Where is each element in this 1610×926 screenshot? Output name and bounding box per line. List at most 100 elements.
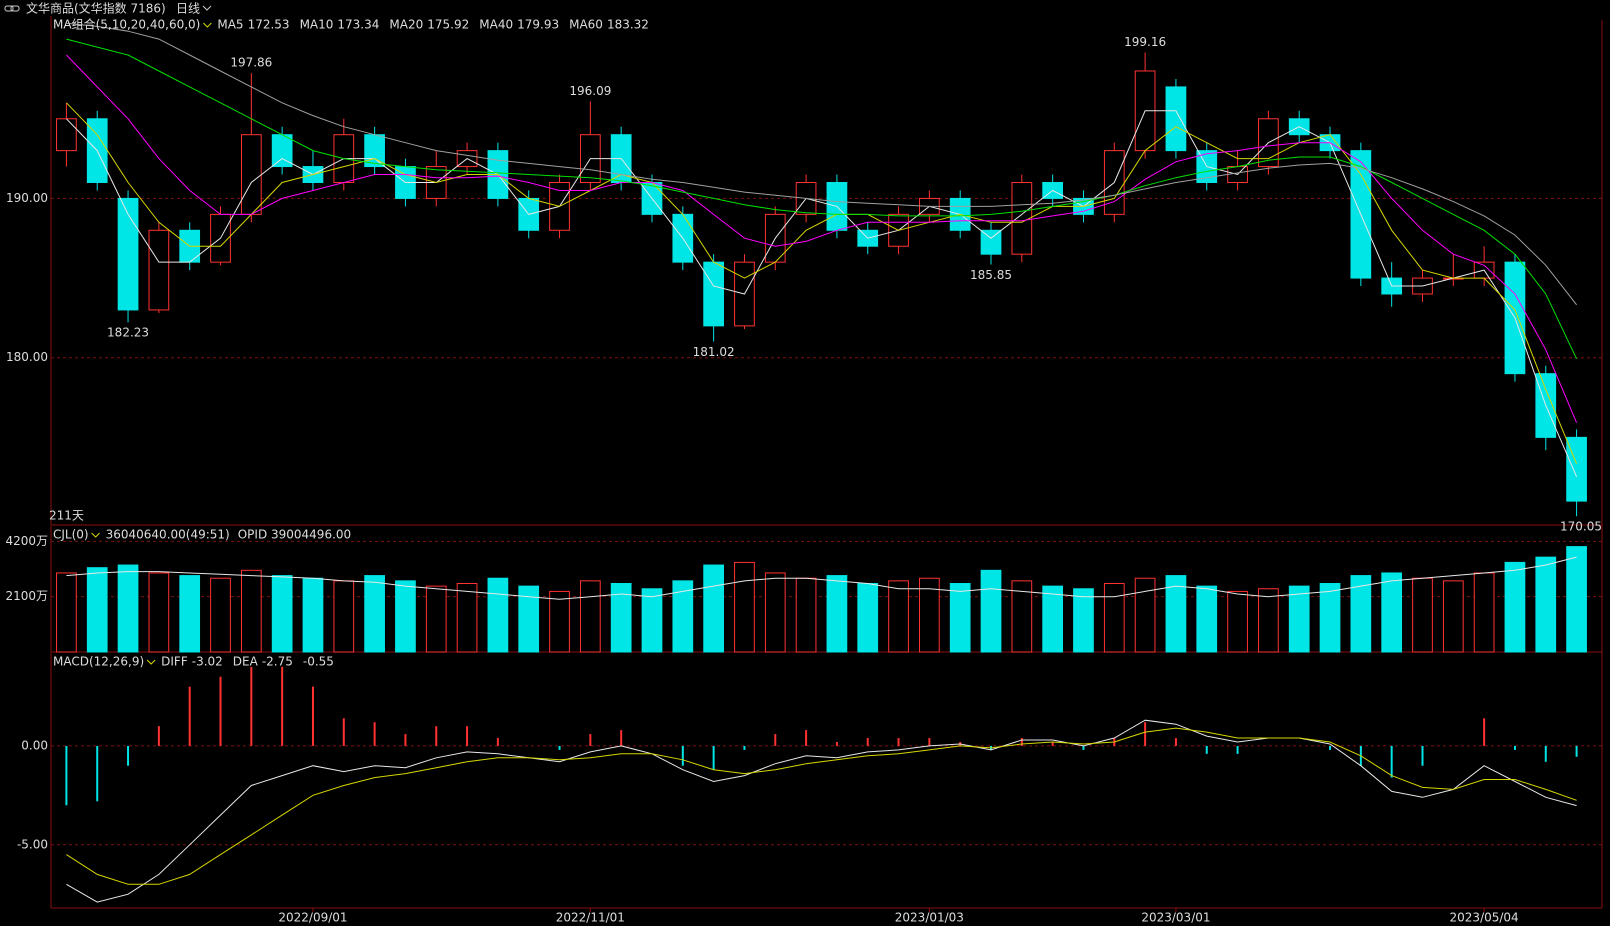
legend-value: 175.92 [427, 18, 469, 32]
period[interactable]: 日线 [176, 2, 200, 16]
volume-bar [1011, 580, 1033, 653]
candle-body [980, 229, 1002, 255]
volume-bar [1258, 588, 1279, 653]
volume-ma [66, 556, 1577, 600]
volume-bar [1566, 546, 1587, 653]
candle-body [1165, 86, 1187, 152]
volume-bar [302, 577, 324, 653]
y-tick-label: 4200万 [5, 534, 48, 548]
candle-body [703, 261, 724, 327]
volume-bar [1473, 572, 1495, 653]
legend-caret [146, 659, 156, 665]
legend-name: MA10 [300, 18, 334, 32]
volume-bar [271, 575, 293, 653]
volume-bar [919, 577, 940, 653]
volume-bar [210, 577, 231, 653]
macd-value: -0.55 [303, 655, 334, 669]
volume-bar [86, 567, 108, 653]
volume-bar [826, 575, 848, 653]
legend-value: -2.75 [262, 655, 293, 669]
volume-bar [1103, 582, 1125, 653]
volume-bar [1288, 585, 1310, 653]
x-tick-label: 2023/01/03 [895, 911, 964, 925]
volume-bar [364, 575, 385, 653]
volume-bar [1319, 582, 1341, 653]
volume-bar [1381, 572, 1403, 653]
volume-bar [56, 572, 77, 653]
volume-bar [1442, 580, 1464, 653]
chart-title: 文华商品(文华指数 7186) [26, 1, 166, 16]
legend-value: 172.53 [248, 18, 290, 32]
candle-body [1566, 436, 1587, 502]
legend-caret [91, 532, 100, 538]
volume-bar [795, 577, 817, 653]
low-label: 182.23 [107, 326, 149, 340]
y-tick-label: -5.00 [17, 837, 48, 851]
link-icon [4, 5, 20, 12]
volume-bar [1134, 577, 1156, 653]
volume-bar [179, 575, 201, 653]
legend-name: MA20 [389, 18, 423, 32]
legend-value: 183.32 [607, 18, 649, 32]
ma-line [66, 110, 1578, 477]
low-label: 181.02 [693, 345, 735, 359]
volume-bar [1412, 577, 1433, 653]
volume-bar [734, 561, 755, 653]
y-tick-label: 190.00 [6, 191, 48, 205]
volume-bar [857, 582, 879, 653]
volume-bar [518, 585, 540, 653]
macd-title: MACD(12,26,9) [53, 655, 144, 669]
macd-line [66, 719, 1577, 903]
volume-bar [641, 588, 663, 653]
volume-bar [487, 577, 509, 653]
volume-bar [610, 582, 632, 653]
volume-title: CJL(0) [53, 528, 89, 542]
y-tick-label: 180.00 [6, 350, 48, 364]
legend-caret [203, 22, 212, 28]
ma-line [66, 102, 1578, 464]
candle-body [1011, 181, 1033, 255]
volume-bar [672, 580, 694, 653]
legend-name: MA5 [217, 18, 243, 32]
volume-bar [333, 580, 355, 653]
ma-label: MA组合(5,10,20,40,60,0) [53, 17, 200, 32]
legend-name: DIFF [161, 655, 188, 669]
volume-bar [1535, 556, 1557, 653]
period-caret[interactable] [202, 5, 212, 11]
x-tick-label: 2022/09/01 [278, 911, 347, 925]
high-label: 197.86 [230, 56, 272, 70]
macd-line [66, 727, 1577, 885]
candle-body [56, 118, 77, 152]
volume-bar [1042, 585, 1064, 653]
candle-body [240, 134, 262, 215]
volume-bar [1073, 588, 1094, 653]
volume-bar [395, 580, 416, 653]
volume-bar [980, 569, 1002, 653]
volume-bar [1196, 585, 1218, 653]
volume-info: 36040640.00(49:51) [106, 528, 230, 542]
volume-bar [148, 572, 170, 653]
volume-bar [579, 580, 601, 653]
high-label: 196.09 [569, 84, 611, 98]
ma-line [66, 54, 1578, 423]
volume-bar [888, 580, 909, 653]
x-tick-label: 2023/05/04 [1450, 911, 1519, 925]
candle-body [117, 197, 139, 311]
volume-bar [1165, 575, 1187, 653]
low-label: 170.05 [1560, 520, 1602, 534]
high-label: 199.16 [1124, 35, 1166, 49]
volume-bar [456, 582, 478, 653]
legend-name: DEA [233, 655, 259, 669]
volume-bar [764, 572, 786, 653]
volume-bar [703, 564, 724, 653]
legend-name: MA40 [479, 18, 513, 32]
volume-bar [1504, 561, 1526, 653]
ma-line [66, 38, 1578, 360]
x-tick-label: 2022/11/01 [556, 911, 625, 925]
volume-bar [1350, 575, 1372, 653]
ma-line [66, 22, 1577, 306]
volume-bar [1227, 590, 1248, 653]
legend-value: 173.34 [337, 18, 379, 32]
